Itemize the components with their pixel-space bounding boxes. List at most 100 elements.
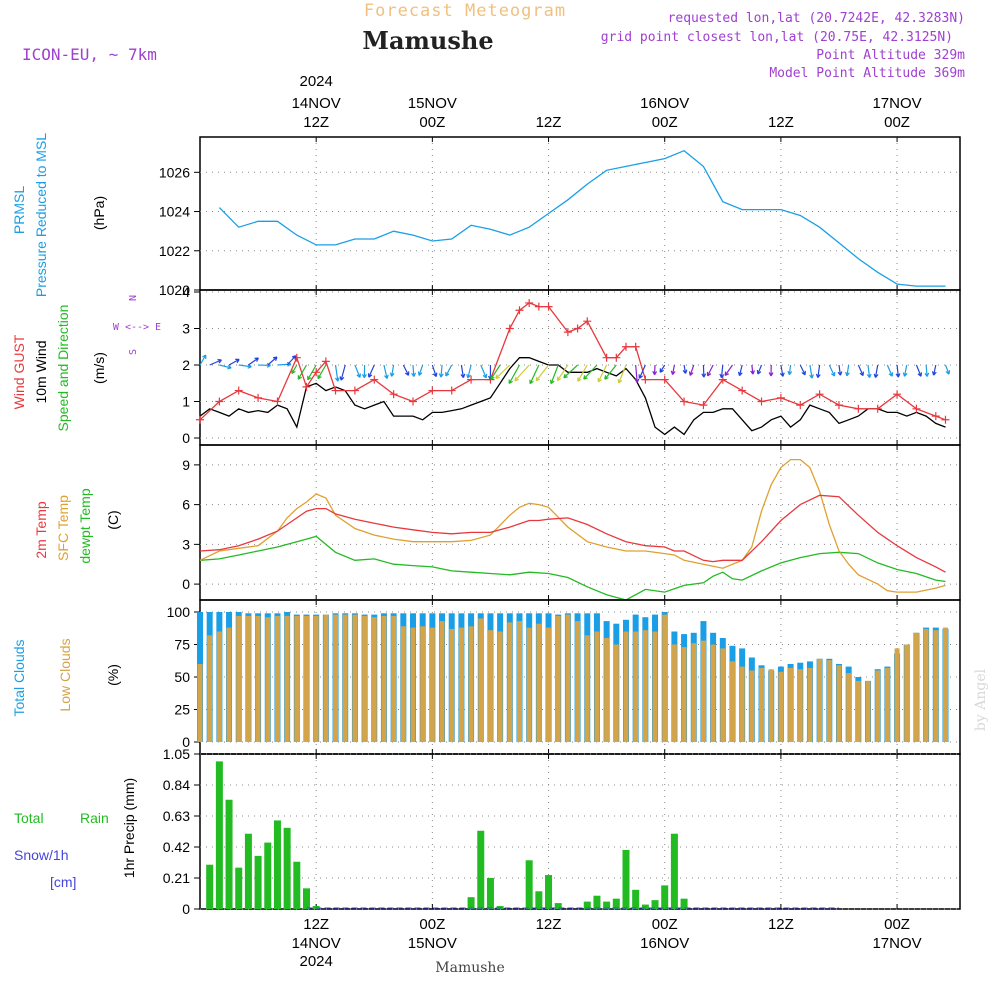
gust-marker: [583, 317, 592, 326]
low-cloud-bar: [565, 614, 571, 742]
ytick-label: 1020: [159, 282, 190, 298]
rain-bar: [593, 895, 601, 909]
gust-marker: [660, 375, 669, 384]
low-cloud-bar: [420, 626, 426, 742]
wind-arrow: [670, 364, 676, 376]
gust-marker: [621, 342, 630, 351]
gust-marker: [893, 390, 902, 399]
label-dewpt-temp: dewpt Temp: [77, 488, 93, 563]
low-cloud-bar: [294, 615, 300, 742]
gust-marker: [389, 390, 398, 399]
low-cloud-bar: [942, 627, 948, 742]
low-cloud-bar: [933, 630, 939, 742]
rain-bar: [264, 842, 272, 909]
ytick-label: 0.21: [163, 870, 190, 886]
wind-arrow: [866, 364, 872, 379]
label-rain: Rain: [80, 810, 109, 826]
low-cloud-bar: [381, 615, 387, 742]
low-cloud-bar: [642, 630, 648, 742]
wind-arrow: [508, 364, 521, 385]
low-cloud-bar: [613, 644, 619, 742]
gust-marker: [408, 397, 417, 406]
wind-arrow: [291, 364, 298, 374]
gust-marker: [321, 357, 330, 366]
label-2m-temp: 2m Temp: [33, 501, 49, 559]
compass-we: W <--> E: [113, 322, 161, 333]
low-cloud-bar: [865, 680, 871, 742]
low-cloud-bar: [516, 621, 522, 742]
bottom-axis-label: 12Z: [768, 916, 794, 933]
panel-precipitation: 0 0.21 0.42 0.63 0.84 1.05: [163, 746, 961, 917]
wind-arrow: [367, 364, 375, 378]
low-cloud-bar: [439, 621, 445, 742]
rain-bar: [651, 900, 659, 909]
bottom-axis-label: 16NOV: [640, 935, 689, 952]
rain-bar: [486, 878, 494, 909]
wind-arrow: [209, 359, 222, 366]
gridpoint-coords: grid point closest lon,lat (20.75E, 42.3…: [601, 30, 953, 45]
gust-marker: [525, 298, 534, 307]
bottom-axis-label: 00Z: [884, 916, 910, 933]
label-total-clouds: Total Clouds: [11, 639, 27, 716]
low-cloud-bar: [729, 661, 735, 742]
ytick-label: 0.63: [163, 808, 190, 824]
top-axis-label: 12Z: [768, 114, 794, 131]
low-cloud-bar: [313, 615, 319, 742]
bottom-axis-label: 00Z: [419, 916, 445, 933]
wind-arrow: [886, 364, 894, 377]
ytick-label: 0: [182, 901, 190, 917]
rain-bar: [583, 901, 591, 909]
gust-marker: [370, 375, 379, 384]
low-cloud-bar: [739, 666, 745, 742]
gust-marker: [505, 324, 514, 333]
wind-arrow: [466, 364, 472, 379]
label-pressure-msl: Pressure Reduced to MSL: [33, 133, 49, 297]
low-cloud-bar: [458, 627, 464, 742]
low-cloud-bar: [797, 669, 803, 742]
wind-arrow: [556, 364, 569, 382]
low-cloud-bar: [671, 644, 677, 742]
gust-marker: [215, 397, 224, 406]
rain-bar: [670, 833, 678, 909]
ytick-label: 1: [182, 394, 190, 410]
label-10m-wind: 10m Wind: [33, 340, 49, 403]
panel-pressure: 1020 1022 1024 1026: [159, 136, 961, 298]
gust-marker: [776, 393, 785, 402]
gust-marker: [234, 386, 243, 395]
bottom-axis-label: 12Z: [536, 916, 562, 933]
wind-arrow: [924, 364, 930, 377]
product-title: Forecast Meteogram: [364, 1, 566, 21]
label-wind-gust: Wind GUST: [11, 334, 27, 409]
low-cloud-bar: [216, 631, 222, 742]
ytick-label: 1024: [159, 204, 190, 220]
low-cloud-bar: [333, 614, 339, 742]
low-cloud-bar: [681, 647, 687, 742]
low-cloud-bar: [536, 623, 542, 742]
wind-arrow: [411, 364, 417, 377]
wind-arrow: [857, 364, 864, 377]
wind-arrow: [815, 364, 821, 379]
wind-arrow: [248, 357, 259, 366]
rain-bar: [225, 799, 233, 909]
rain-bar: [680, 898, 688, 909]
low-cloud-bar: [894, 648, 900, 742]
gust-marker: [854, 404, 863, 413]
label-rain-total: Total: [14, 810, 44, 826]
label-low-clouds: Low Clouds: [57, 638, 73, 711]
model-label: ICON-EU, ~ 7km: [22, 45, 157, 64]
low-cloud-bar: [478, 618, 484, 742]
rain-bar: [206, 864, 214, 909]
wind-arrow: [431, 364, 438, 378]
gust-marker: [196, 415, 204, 424]
panels: 1020 1022 1024 1026 0 1 2 3 4 0 3 6 9 0 25 50 75 100 0 0.21…: [159, 136, 961, 917]
low-cloud-bar: [826, 660, 832, 742]
rain-bar: [254, 855, 262, 909]
low-cloud-bar: [449, 628, 455, 742]
gust-marker: [873, 404, 882, 413]
gust-marker: [680, 397, 689, 406]
label-temp-unit: (C): [105, 510, 121, 529]
rain-bar: [235, 867, 243, 909]
gust-marker: [718, 375, 727, 384]
ytick-label: 6: [182, 497, 190, 513]
wind-arrow: [514, 364, 530, 382]
